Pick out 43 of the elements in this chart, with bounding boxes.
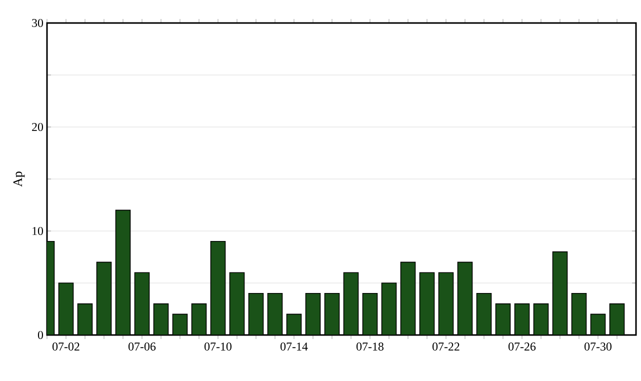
y-tick-label: 10 [32,226,44,236]
bar [609,303,625,335]
bar [77,303,93,335]
bar [191,303,207,335]
bar [571,293,587,335]
bar [590,314,606,335]
bar [476,293,492,335]
bar [153,303,169,335]
bar [248,293,264,335]
bar [324,293,340,335]
bar [419,272,435,335]
bar [343,272,359,335]
bar [457,262,473,335]
x-tick-label: 07-14 [280,342,308,351]
bar [172,314,188,335]
bar [267,293,283,335]
bar [552,251,568,335]
y-axis-title: Ap [13,172,25,187]
y-tick-label: 30 [32,18,44,28]
bar [96,262,112,335]
x-tick-label: 07-06 [128,342,156,351]
bar [58,282,74,335]
bar [533,303,549,335]
x-tick-label: 07-26 [508,342,536,351]
x-tick-label: 07-18 [356,342,384,351]
bar [115,210,131,335]
bar [400,262,416,335]
bar [230,272,244,335]
bar [495,303,511,335]
x-tick-label: 07-10 [204,342,232,351]
bar [438,272,454,335]
y-tick-label: 0 [38,330,44,340]
bar [362,293,378,335]
bar [514,303,530,335]
x-tick-label: 07-30 [584,342,612,351]
bar [381,282,397,335]
y-tick-label: 20 [32,122,44,132]
x-tick-label: 07-22 [432,342,460,351]
bar [210,241,226,335]
bar [286,314,302,335]
x-tick-label: 07-02 [52,342,80,351]
bar [134,272,150,335]
bar [305,293,321,335]
